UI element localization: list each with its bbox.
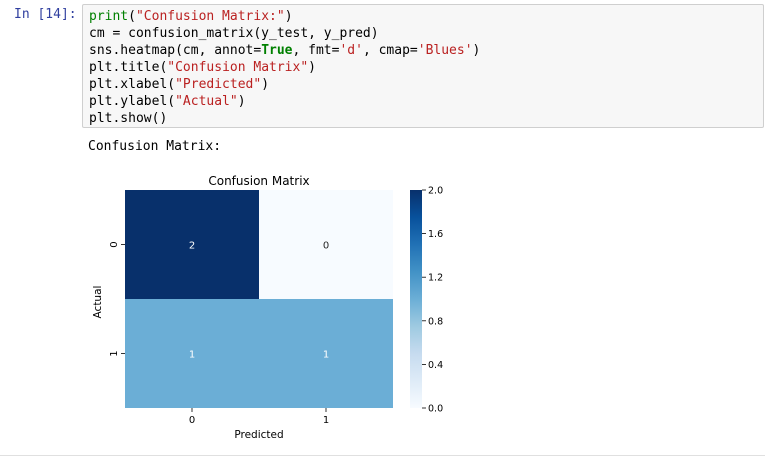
code-token: "Actual" bbox=[175, 94, 238, 109]
code-token: , fmt= bbox=[292, 43, 340, 58]
code-token: ) bbox=[472, 43, 481, 58]
colorbar-tick-label: 0.0 bbox=[428, 404, 443, 415]
code-token: True bbox=[261, 43, 293, 58]
y-axis-label: Actual bbox=[92, 286, 104, 319]
x-tick-label: 0 bbox=[189, 415, 195, 426]
code-token: cm = confusion_matrix(y_test, y_pred) bbox=[89, 26, 379, 41]
code-token: ) bbox=[308, 60, 316, 75]
colorbar-tick-label: 1.2 bbox=[428, 273, 443, 284]
code-token: plt.title( bbox=[89, 60, 168, 75]
code-token: "Confusion Matrix:" bbox=[135, 9, 285, 24]
code-token: 'Blues' bbox=[417, 43, 473, 58]
code-token: print bbox=[89, 9, 129, 24]
x-tick-label: 1 bbox=[323, 415, 329, 426]
code-line: plt.xlabel("Predicted") bbox=[89, 76, 269, 93]
cell-bottom-border bbox=[0, 455, 765, 456]
code-token: ) bbox=[237, 94, 246, 109]
colorbar-tick-label: 0.8 bbox=[428, 316, 443, 327]
code-token: "Predicted" bbox=[175, 77, 262, 92]
code-line: cm = confusion_matrix(y_test, y_pred) bbox=[89, 25, 379, 42]
heatmap-cell bbox=[259, 190, 393, 299]
cell-annotation: 2 bbox=[189, 241, 195, 252]
y-tick-label: 1 bbox=[109, 350, 120, 356]
code-token: 'd' bbox=[339, 43, 363, 58]
code-token: "Confusion Matrix" bbox=[167, 60, 309, 75]
colorbar-tick-label: 1.6 bbox=[428, 229, 443, 240]
code-line: plt.title("Confusion Matrix") bbox=[89, 59, 316, 76]
cell-prompt: In [14]: bbox=[14, 7, 77, 22]
code-token: ) bbox=[261, 77, 270, 92]
code-token: sns.heatmap(cm, annot= bbox=[89, 43, 262, 58]
code-token: , cmap= bbox=[362, 43, 418, 58]
output-text: Confusion Matrix: bbox=[88, 139, 222, 154]
code-cell[interactable]: print("Confusion Matrix:") cm = confusion… bbox=[82, 4, 764, 128]
code-token: ( bbox=[128, 9, 136, 24]
cell-annotation: 1 bbox=[323, 350, 329, 361]
code-token: plt.show() bbox=[89, 111, 168, 126]
colorbar-tick-label: 0.4 bbox=[428, 360, 443, 371]
heatmap-cell bbox=[125, 299, 259, 408]
chart-title: Confusion Matrix bbox=[208, 174, 309, 188]
code-line: sns.heatmap(cm, annot=True, fmt='d', cma… bbox=[89, 42, 480, 59]
heatmap-cell bbox=[259, 299, 393, 408]
colorbar-tick-label: 2.0 bbox=[428, 186, 443, 197]
code-line: plt.show() bbox=[89, 110, 167, 127]
code-line: plt.ylabel("Actual") bbox=[89, 93, 246, 110]
colorbar bbox=[410, 190, 422, 408]
code-token: plt.xlabel( bbox=[89, 77, 176, 92]
x-axis-label: Predicted bbox=[234, 429, 283, 441]
cell-annotation: 1 bbox=[189, 350, 195, 361]
heatmap-cell bbox=[125, 190, 259, 299]
cell-annotation: 0 bbox=[323, 241, 329, 252]
code-line: print("Confusion Matrix:") bbox=[89, 8, 293, 25]
y-tick-label: 0 bbox=[109, 241, 120, 247]
code-token: plt.ylabel( bbox=[89, 94, 176, 109]
code-token: ) bbox=[284, 9, 293, 24]
